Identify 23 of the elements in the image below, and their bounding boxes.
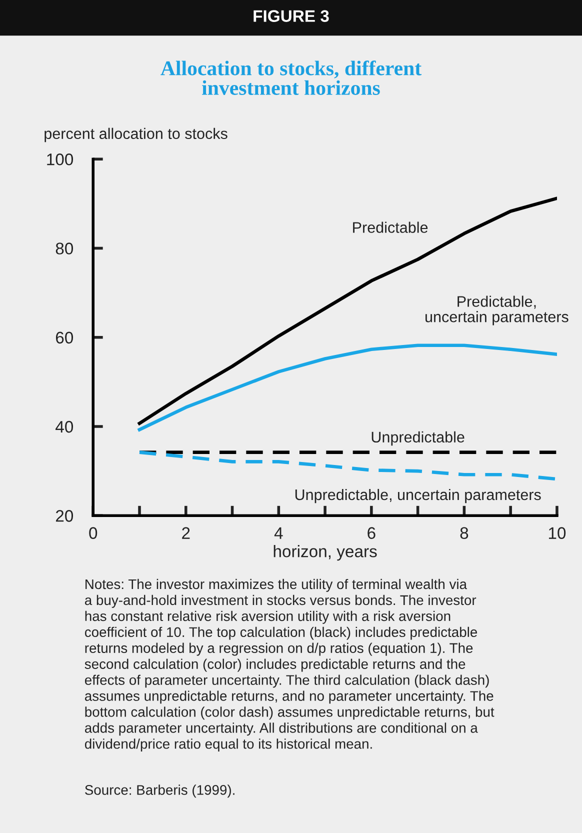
y-tick-label: 100 (47, 154, 74, 166)
x-tick-label: 8 (460, 527, 468, 539)
line-series (138, 344, 557, 432)
y-axis-title: percent allocation to stocks (44, 128, 228, 142)
line-series (138, 450, 557, 481)
chart-title: FIGURE 3 (254, 10, 329, 22)
series-label: Unpredictable (372, 431, 464, 446)
x-axis-title: horizon, years (274, 545, 377, 561)
chart-subtitle: Allocation to stocks, different investment horizons (160, 60, 422, 95)
x-tick-label: 6 (368, 527, 376, 539)
y-tick-label: 80 (56, 242, 74, 254)
x-tick-label: 0 (89, 527, 98, 539)
x-tick-label: 10 (548, 527, 566, 539)
x-tick-label: 2 (182, 527, 190, 539)
y-tick-label: 60 (56, 332, 74, 344)
series-label: Predictable, uncertain parameters (426, 296, 568, 326)
source-note: Source: Barberis (1999). (85, 784, 234, 798)
text: Notes: The investor maximizes the utility of terminal wealth via a buy-and-hold investment in stocks versus bonds. The investor has constant relative risk aversion utility with a risk aversion coefficient of 10. The top calculation (black) includes predictable returns modeled by a regression on d/p ratios (equation 1). The second calculation (color) includes predictable returns and the effects of parameter uncertainty. The third calculation (black dash) assumes unpredictable returns, and no parameter uncertainty. The bottom calculation (color dash) assumes unpredictable returns, but adds parameter uncertainty. All distributions are conditional on a dividend/price ratio equal to its historical mean. (84, 578, 494, 752)
series-label: Unpredictable, uncertain parameters (295, 488, 541, 504)
x-tick-label: 4 (274, 527, 283, 539)
y-tick-label: 20 (56, 510, 74, 522)
y-tick-label: 40 (56, 420, 74, 433)
series-label: Predictable (353, 222, 428, 233)
